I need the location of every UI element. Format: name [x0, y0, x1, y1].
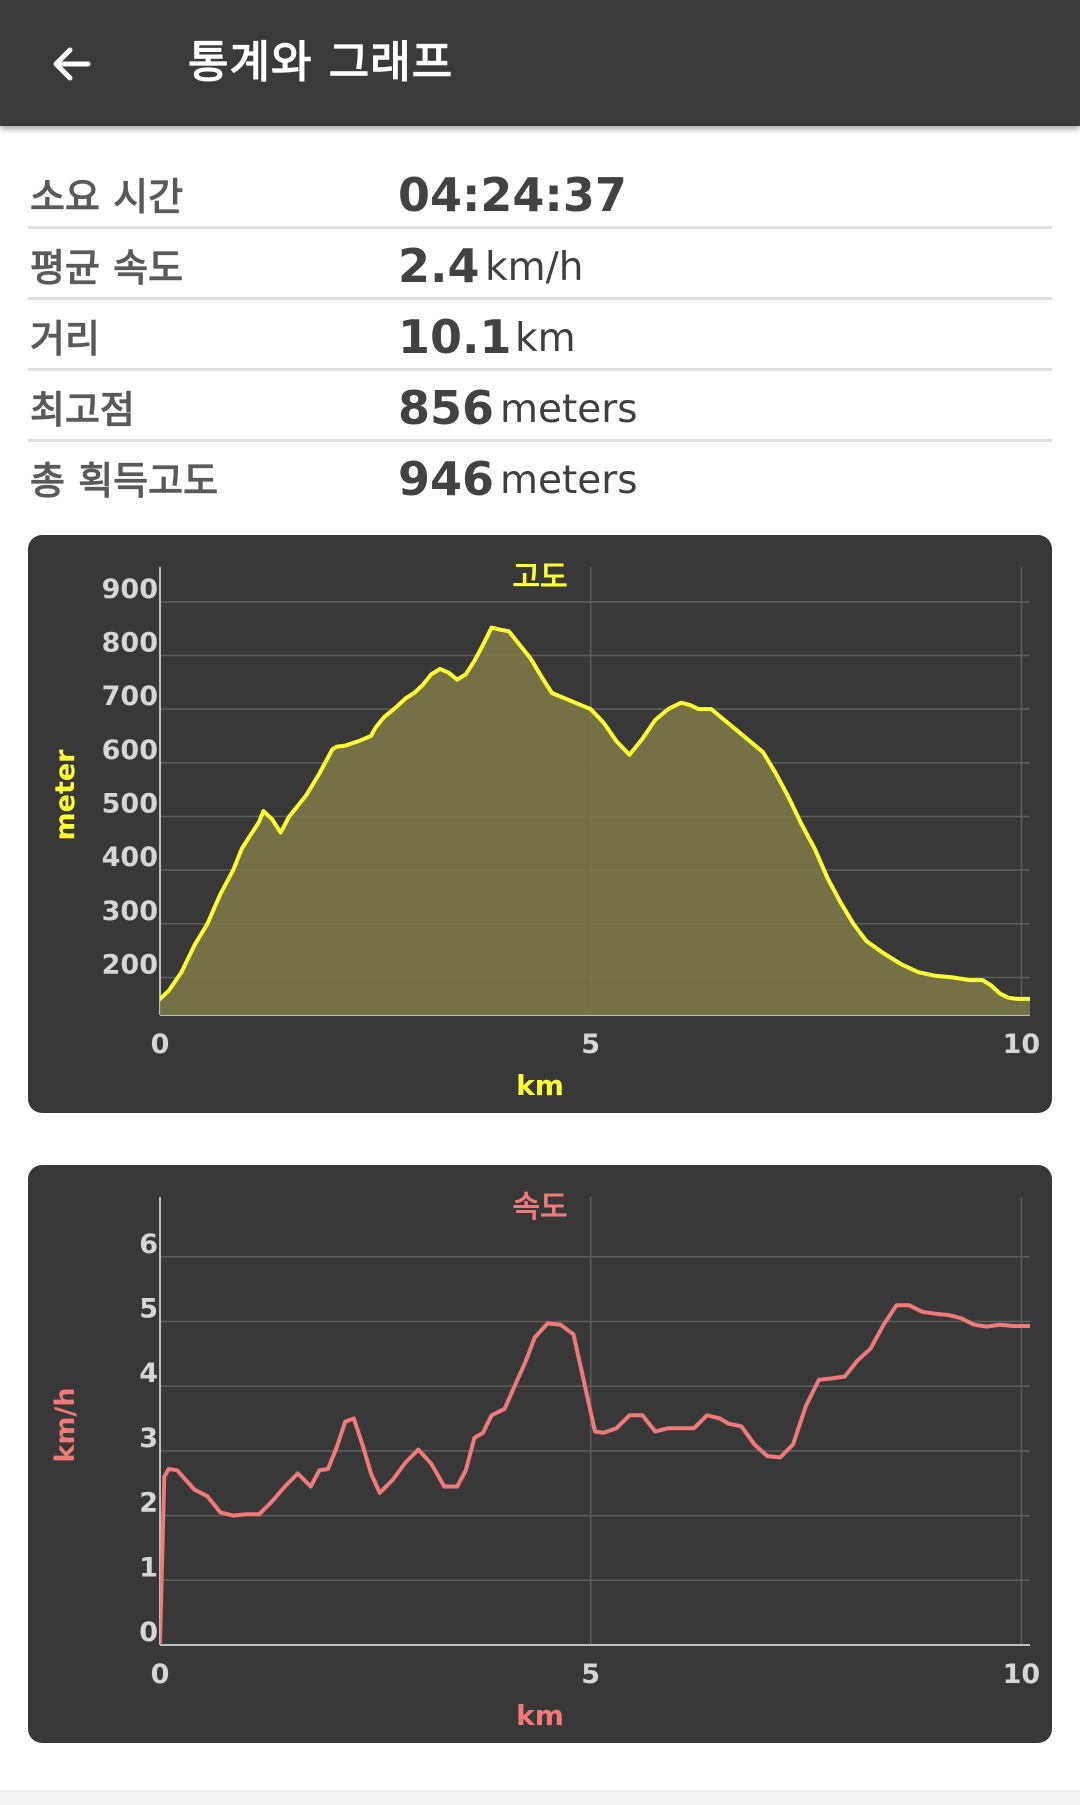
stat-value: 2.4 [398, 239, 480, 293]
back-button[interactable] [36, 28, 108, 100]
arrow-left-icon [53, 47, 91, 81]
series-area [160, 627, 1030, 1015]
y-tick-label: 6 [139, 1229, 158, 1260]
stat-label: 총 획득고도 [30, 459, 219, 503]
stat-unit: meters [500, 387, 638, 432]
x-tick-label: 5 [581, 1029, 600, 1060]
y-tick-label: 400 [102, 842, 158, 873]
page-title: 통계와 그래프 [188, 37, 454, 88]
stat-unit: km [515, 316, 576, 361]
stat-value: 856 [398, 381, 495, 435]
stat-value: 10.1 [398, 310, 512, 364]
y-tick-label: 700 [102, 681, 158, 712]
x-tick-label: 5 [581, 1659, 600, 1690]
series-line [160, 1303, 1030, 1644]
y-tick-label: 300 [102, 896, 158, 927]
app-bar: 통계와 그래프 [0, 0, 1080, 126]
elevation-chart-card: 200 300 400 500 600 700 800 900 0 5 10 고도 km meter [28, 535, 1052, 1113]
y-tick-label: 3 [139, 1423, 158, 1454]
y-axis-label: meter [50, 749, 81, 841]
y-tick-label: 4 [139, 1358, 158, 1389]
stat-row-distance: 거리 10.1 km [28, 300, 1052, 371]
y-tick-label: 500 [102, 788, 158, 819]
stat-label: 소요 시간 [30, 175, 184, 219]
speed-chart: 0 1 2 3 4 5 6 0 5 10 속도 km km/h [50, 1190, 1041, 1732]
y-tick-label: 0 [139, 1617, 158, 1648]
y-tick-label: 5 [139, 1293, 158, 1324]
stats-table: 소요 시간 04:24:37 평균 속도 2.4 km/h 거리 10.1 km… [28, 158, 1052, 513]
stat-row-highest-point: 최고점 856 meters [28, 371, 1052, 442]
series-line [160, 625, 1030, 1001]
chart-title: 속도 [512, 1190, 567, 1225]
x-tick-label: 0 [151, 1659, 170, 1690]
x-tick-label: 10 [1003, 1029, 1041, 1060]
x-axis-label: km [516, 1699, 564, 1732]
content-area: 소요 시간 04:24:37 평균 속도 2.4 km/h 거리 10.1 km… [0, 126, 1080, 1790]
y-tick-label: 600 [102, 735, 158, 766]
x-axis-label: km [516, 1069, 564, 1102]
stat-row-total-ascent: 총 획득고도 946 meters [28, 442, 1052, 513]
stat-row-average-speed: 평균 속도 2.4 km/h [28, 229, 1052, 300]
y-tick-label: 2 [139, 1488, 158, 1519]
stat-value: 04:24:37 [398, 168, 627, 222]
stat-value: 946 [398, 452, 495, 506]
x-tick-label: 10 [1003, 1659, 1041, 1690]
stat-label: 최고점 [30, 388, 135, 432]
y-tick-label: 1 [139, 1552, 158, 1583]
stat-label: 평균 속도 [30, 246, 184, 290]
stat-unit: meters [500, 458, 638, 503]
y-tick-label: 200 [102, 949, 158, 980]
stat-row-duration: 소요 시간 04:24:37 [28, 158, 1052, 229]
stat-unit: km/h [485, 245, 584, 290]
y-tick-label: 900 [102, 574, 158, 605]
stat-label: 거리 [30, 317, 100, 361]
chart-title: 고도 [512, 560, 567, 595]
y-axis-label: km/h [50, 1387, 81, 1462]
y-tick-label: 800 [102, 627, 158, 658]
x-tick-label: 0 [151, 1029, 170, 1060]
elevation-chart: 200 300 400 500 600 700 800 900 0 5 10 고도 km meter [50, 560, 1041, 1102]
speed-chart-card: 0 1 2 3 4 5 6 0 5 10 속도 km km/h [28, 1165, 1052, 1743]
